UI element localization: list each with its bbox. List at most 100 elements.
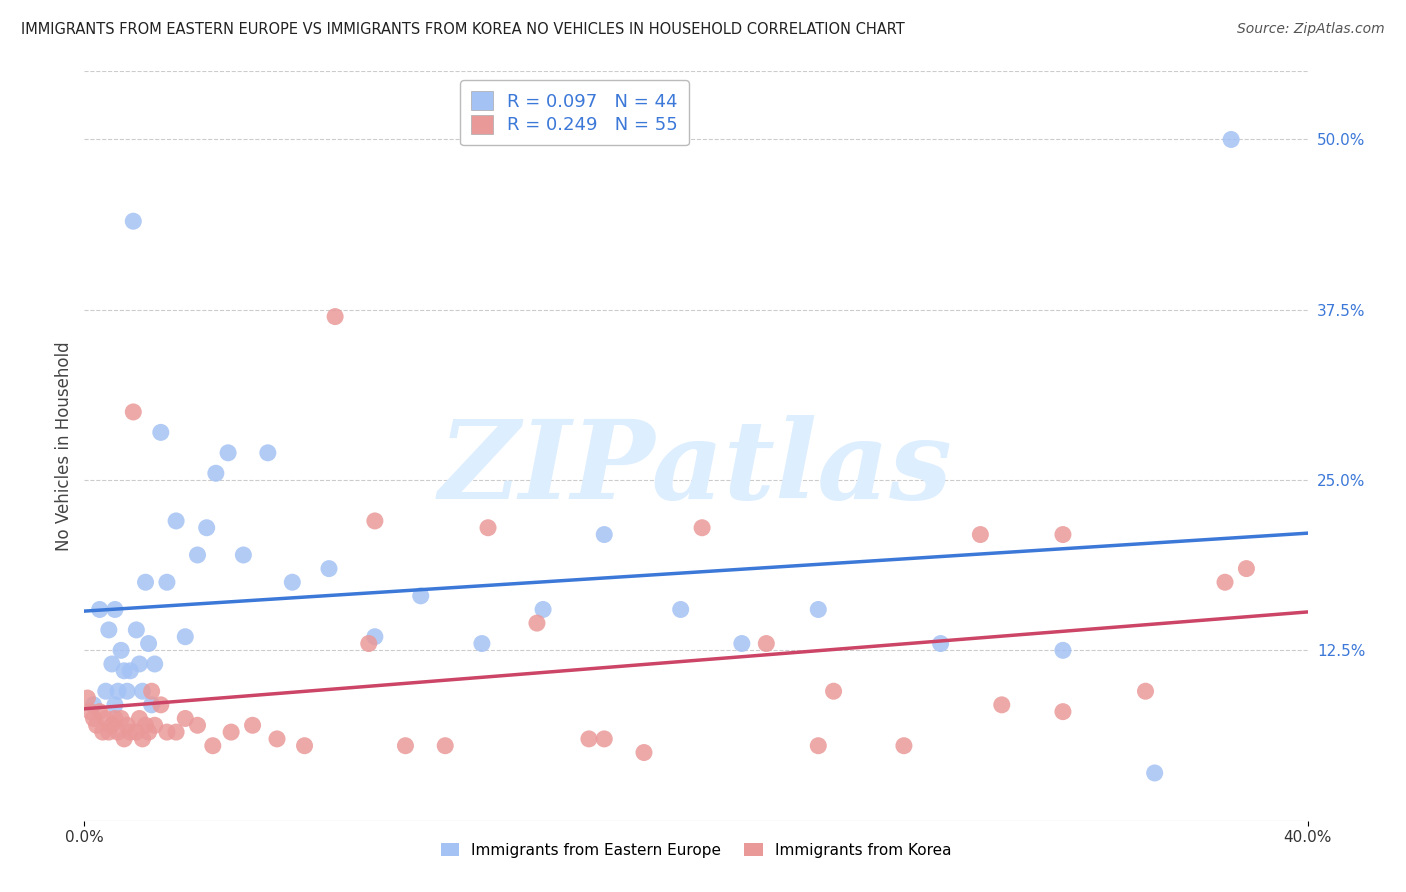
Point [94,684,117,698]
Point [471,636,494,650]
Point [731,636,754,650]
Point [257,446,280,460]
Point [112,731,135,746]
Text: Source: ZipAtlas.com: Source: ZipAtlas.com [1237,22,1385,37]
Point [593,527,616,541]
Y-axis label: No Vehicles in Household: No Vehicles in Household [55,341,73,551]
Point [318,561,340,575]
Point [107,725,129,739]
Point [143,718,166,732]
Point [91,725,114,739]
Point [135,718,157,732]
Point [195,521,218,535]
Point [149,425,172,440]
Point [138,725,160,739]
Point [394,739,416,753]
Point [128,657,150,671]
Point [165,514,187,528]
Point [104,711,127,725]
Point [122,214,145,228]
Point [807,602,830,616]
Point [138,636,160,650]
Point [807,739,830,753]
Point [669,602,692,616]
Point [101,718,124,732]
Point [633,746,655,760]
Point [120,664,142,678]
Point [174,711,197,725]
Text: IMMIGRANTS FROM EASTERN EUROPE VS IMMIGRANTS FROM KOREA NO VEHICLES IN HOUSEHOLD: IMMIGRANTS FROM EASTERN EUROPE VS IMMIGR… [21,22,905,37]
Point [232,548,254,562]
Point [104,698,127,712]
Point [1135,684,1157,698]
Point [86,718,108,732]
Point [125,725,148,739]
Point [83,711,105,725]
Point [281,575,304,590]
Point [115,718,138,732]
Point [122,405,145,419]
Point [434,739,457,753]
Point [149,698,172,712]
Point [690,521,713,535]
Point [755,636,778,650]
Point [131,684,153,698]
Point [1143,766,1166,780]
Point [1052,643,1074,657]
Point [110,711,132,725]
Point [578,731,600,746]
Point [477,521,499,535]
Point [1220,132,1243,146]
Point [89,602,111,616]
Point [110,643,132,657]
Point [94,711,117,725]
Point [101,657,124,671]
Point [593,731,616,746]
Point [186,548,208,562]
Point [128,711,150,725]
Point [97,623,120,637]
Point [364,514,387,528]
Point [409,589,432,603]
Point [266,731,288,746]
Point [1213,575,1236,590]
Point [531,602,554,616]
Point [893,739,915,753]
Point [217,446,239,460]
Point [79,705,101,719]
Point [323,310,346,324]
Point [823,684,845,698]
Point [242,718,264,732]
Point [156,725,179,739]
Point [97,725,120,739]
Point [120,725,142,739]
Point [135,575,157,590]
Point [76,691,98,706]
Point [364,630,387,644]
Point [107,684,129,698]
Point [104,602,127,616]
Point [929,636,952,650]
Point [991,698,1014,712]
Point [125,623,148,637]
Point [219,725,242,739]
Point [1236,561,1258,575]
Point [165,725,187,739]
Point [141,684,163,698]
Point [131,731,153,746]
Point [174,630,197,644]
Text: ZIPatlas: ZIPatlas [439,415,953,522]
Point [294,739,316,753]
Point [357,636,380,650]
Point [83,698,105,712]
Point [115,684,138,698]
Point [526,616,548,631]
Point [1052,527,1074,541]
Legend: Immigrants from Eastern Europe, Immigrants from Korea: Immigrants from Eastern Europe, Immigran… [433,835,959,865]
Point [112,664,135,678]
Point [969,527,991,541]
Point [141,698,163,712]
Point [156,575,179,590]
Point [89,705,111,719]
Point [186,718,208,732]
